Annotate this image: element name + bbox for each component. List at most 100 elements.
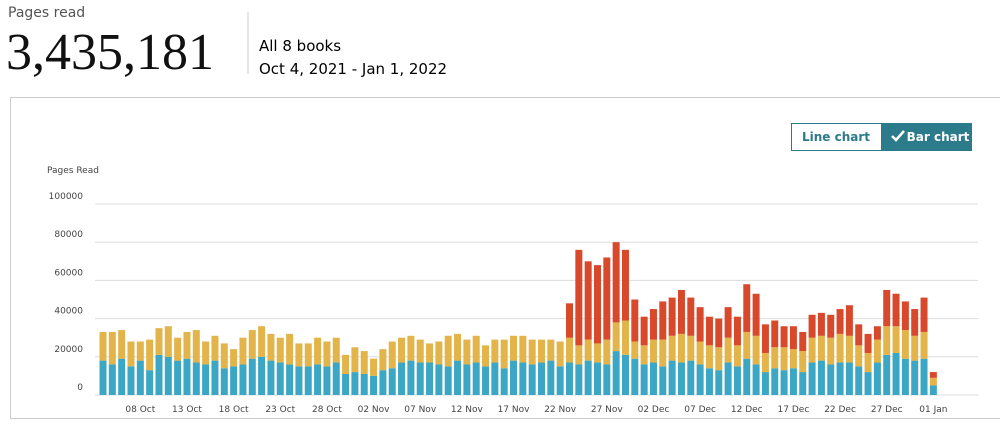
bar-segment <box>491 340 498 363</box>
bar-segment <box>314 364 321 395</box>
bar-segment <box>333 363 340 395</box>
bar-segment <box>631 300 638 342</box>
bar-segment <box>687 336 694 361</box>
bar-segment <box>174 361 181 395</box>
bar-segment <box>762 372 769 395</box>
bar-segment <box>893 326 900 353</box>
bar-segment <box>930 385 937 395</box>
bar-segment <box>538 363 545 395</box>
bar-segment <box>305 343 312 366</box>
bar-segment <box>258 326 265 357</box>
bar-segment <box>790 326 797 349</box>
x-tick-label: 07 Nov <box>404 405 437 415</box>
x-tick-label: 08 Oct <box>125 405 155 415</box>
bar-segment <box>883 290 890 326</box>
x-tick-label: 27 Nov <box>591 405 624 415</box>
bar-segment <box>454 361 461 395</box>
bar-segment <box>277 363 284 395</box>
bar-segment <box>594 363 601 395</box>
bar-segment <box>771 321 778 348</box>
bar-segment <box>323 342 330 367</box>
y-tick-label: 0 <box>77 383 83 393</box>
bar-segment <box>669 336 676 361</box>
bar-segment <box>277 338 284 363</box>
bar-segment <box>249 359 256 395</box>
x-tick-label: 23 Oct <box>265 405 295 415</box>
bar-segment <box>305 366 312 395</box>
y-tick-label: 80000 <box>54 230 83 240</box>
bar-segment <box>193 330 200 362</box>
x-tick-label: 18 Oct <box>219 405 249 415</box>
bar-segment <box>482 366 489 395</box>
bar-segment <box>631 342 638 359</box>
books: All 8 books <box>259 37 341 55</box>
bar-segment <box>463 364 470 395</box>
bar-segment <box>706 345 713 368</box>
total-value: 3,435,181 <box>6 24 214 81</box>
bar-segment <box>314 338 321 365</box>
bar-segment <box>529 364 536 395</box>
bar-segment <box>846 336 853 363</box>
bar-segment <box>267 334 274 361</box>
bar-segment <box>445 336 452 367</box>
bar-segment <box>706 317 713 346</box>
bar-segment <box>827 364 834 395</box>
bar-segment <box>650 363 657 395</box>
bar-segment <box>715 370 722 395</box>
bar-segment <box>827 338 834 365</box>
bar-segment <box>846 363 853 395</box>
bar-segment <box>790 349 797 368</box>
bar-segment <box>734 317 741 346</box>
bar-segment <box>706 368 713 395</box>
bar-segment <box>323 366 330 395</box>
bar-segment <box>669 298 676 336</box>
bar-segment <box>463 340 470 365</box>
bar-segment <box>734 345 741 366</box>
bar-segment <box>351 372 358 395</box>
total-label: Pages read <box>8 5 85 21</box>
bar-segment <box>211 361 218 395</box>
bar-segment <box>221 343 228 368</box>
bar-segment <box>669 361 676 395</box>
bar-segment <box>482 345 489 366</box>
y-tick-label: 40000 <box>54 307 83 317</box>
bar-segment <box>389 368 396 395</box>
bar-segment <box>398 338 405 363</box>
y-tick-label: 60000 <box>54 268 83 278</box>
bar-segment <box>631 359 638 395</box>
bar-segment <box>613 322 620 351</box>
bar-segment <box>249 330 256 359</box>
bar-segment <box>286 334 293 365</box>
bar-segment <box>165 357 172 395</box>
bar-segment <box>445 366 452 395</box>
bar-segment <box>613 242 620 322</box>
bar-segment <box>137 361 144 395</box>
bar-segment <box>911 309 918 336</box>
bar-segment <box>361 374 368 395</box>
bar-segment <box>389 342 396 369</box>
bar-segment <box>725 307 732 338</box>
bar-segment <box>725 338 732 363</box>
bar-segment <box>566 303 573 337</box>
bar-segment <box>678 363 685 395</box>
bar-segment <box>193 363 200 395</box>
bar-segment <box>146 370 153 395</box>
bar-segment <box>743 284 750 332</box>
bar-segment <box>202 364 209 395</box>
bar-segment <box>230 366 237 395</box>
bar-segment <box>818 361 825 395</box>
bar-segment <box>100 361 107 395</box>
bar-segment <box>585 261 592 339</box>
bar-segment <box>883 355 890 395</box>
y-axis-label: Pages Read <box>47 166 99 176</box>
bar-segment <box>566 338 573 363</box>
date-range: Oct 4, 2021 - Jan 1, 2022 <box>259 60 447 78</box>
bar-segment <box>865 334 872 353</box>
x-tick-label: 12 Dec <box>731 405 763 415</box>
bar-segment <box>333 338 340 363</box>
bar-segment <box>622 250 629 321</box>
bar-segment <box>734 366 741 395</box>
bar-segment <box>799 372 806 395</box>
bar-segment <box>893 294 900 326</box>
bar-segment <box>921 332 928 359</box>
